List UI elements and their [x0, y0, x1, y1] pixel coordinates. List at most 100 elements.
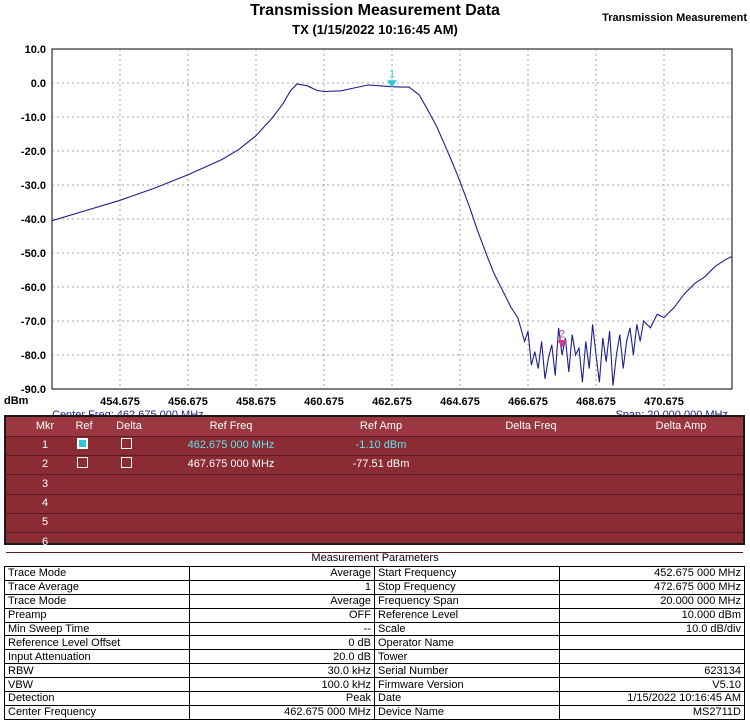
marker-cell-ref_freq: Ref Freq: [209, 420, 253, 432]
parameter-label: VBW: [4, 677, 190, 693]
parameter-value: 1: [189, 579, 375, 595]
parameter-row: Reference Level Offset 0 dB Operator Name: [4, 635, 745, 651]
marker-1-triangle: [387, 80, 397, 88]
marker-row[interactable]: 2 467.675 000 MHz -77.51 dBm: [6, 455, 743, 476]
parameter-label: Serial Number: [374, 663, 560, 679]
marker-cell-ref_freq: 467.675 000 MHz: [187, 458, 275, 471]
parameter-label: Frequency Span: [374, 593, 560, 609]
parameter-label: Trace Mode: [4, 566, 190, 581]
marker-row[interactable]: 4: [6, 494, 743, 514]
y-tick-label: -40.0: [21, 214, 46, 226]
parameter-label: Reference Level: [374, 607, 560, 623]
parameter-label: Scale: [374, 621, 560, 637]
parameter-value: Average: [189, 593, 375, 609]
parameter-value: 452.675 000 MHz: [559, 566, 745, 581]
y-tick-label: -50.0: [21, 248, 46, 260]
parameter-label: Stop Frequency: [374, 579, 560, 595]
marker-row[interactable]: 3: [6, 475, 743, 495]
parameter-value: [559, 635, 745, 651]
parameter-value: OFF: [189, 607, 375, 623]
parameter-label: Start Frequency: [374, 566, 560, 581]
parameter-value: 10.0 dB/div: [559, 621, 745, 637]
ref-checkbox[interactable]: [77, 438, 88, 449]
parameter-label: Min Sweep Time: [4, 621, 190, 637]
parameter-value: --: [189, 621, 375, 637]
chart-subtitle: TX (1/15/2022 10:16:45 AM): [292, 22, 458, 37]
marker-table-header: Mkr Ref Delta Ref Freq Ref Amp Delta Freq Delt…: [6, 417, 743, 437]
parameter-row: VBW 100.0 kHz Firmware Version V5.10: [4, 677, 745, 693]
marker-cell-delta_amp: Delta Amp: [655, 420, 707, 432]
parameter-value: Peak: [189, 691, 375, 706]
y-tick-label: -60.0: [21, 282, 46, 294]
y-axis-label: dBm: [4, 395, 29, 407]
marker-cell-ref_amp: -1.10 dBm: [355, 439, 407, 451]
parameter-row: Trace Average 1 Stop Frequency 472.675 000 …: [4, 579, 745, 595]
parameter-value: 30.0 kHz: [189, 663, 375, 679]
marker-1-label: 1: [389, 69, 395, 81]
marker-row[interactable]: 5: [6, 513, 743, 534]
parameter-value: 1/15/2022 10:16:45 AM: [559, 691, 745, 706]
x-tick-label: 456.675: [168, 396, 208, 408]
ref-checkbox[interactable]: [77, 457, 88, 469]
parameter-row: Trace Mode Average Start Frequency 452.675 …: [4, 566, 745, 581]
delta-checkbox[interactable]: [121, 438, 132, 449]
parameter-label: Tower: [374, 649, 560, 665]
x-tick-label: 458.675: [236, 396, 276, 408]
y-tick-label: 0.0: [31, 78, 46, 90]
trace-line: [51, 83, 733, 386]
parameter-label: Device Name: [374, 704, 560, 720]
marker-cell-delta: Delta: [116, 420, 142, 432]
marker-cell-mkr: Mkr: [35, 420, 55, 432]
parameter-value: 10.000 dBm: [559, 607, 745, 623]
parameter-row: Input Attenuation 20.0 dB Tower: [4, 649, 745, 665]
marker-row[interactable]: 6: [6, 533, 743, 553]
marker-cell-mkr: 4: [41, 496, 49, 509]
center-freq-label: Center Freq: 462.675 000 MHz: [52, 409, 204, 415]
marker-table: Mkr Ref Delta Ref Freq Ref Amp Delta Freq Delt…: [4, 415, 745, 553]
parameter-value: 472.675 000 MHz: [559, 579, 745, 595]
parameter-row: Detection Peak Date 1/15/2022 10:16:45 AM: [4, 691, 745, 706]
parameter-label: Trace Average: [4, 579, 190, 595]
parameter-label: Center Frequency: [4, 704, 190, 720]
spectrum-chart: 10.0 0.0 -10.0 -20.0 -30.0 -40.0 -50.0 -60.0 -70…: [4, 44, 733, 415]
span-label: Span: 20.000 000 MHz: [615, 409, 728, 415]
marker-cell-ref_amp: Ref Amp: [359, 420, 403, 432]
parameter-value: 0 dB: [189, 635, 375, 651]
x-tick-label: 468.675: [576, 396, 616, 408]
marker-cell-mkr: 5: [41, 516, 49, 529]
marker-cell-ref: Ref: [75, 420, 93, 432]
marker-cell-mkr: 2: [41, 458, 49, 471]
y-tick-label: -90.0: [21, 384, 46, 396]
measurement-parameters-title: Measurement Parameters: [311, 552, 439, 564]
parameter-label: Detection: [4, 691, 190, 706]
parameter-value: 100.0 kHz: [189, 677, 375, 693]
x-tick-label: 464.675: [440, 396, 480, 408]
parameter-label: Date: [374, 691, 560, 706]
parameter-label: Firmware Version: [374, 677, 560, 693]
y-tick-label: -30.0: [21, 180, 46, 192]
parameter-label: Input Attenuation: [4, 649, 190, 665]
marker-row[interactable]: 1 462.675 000 MHz -1.10 dBm: [6, 436, 743, 456]
x-tick-label: 462.675: [372, 396, 412, 408]
marker-cell-mkr: 1: [41, 439, 49, 451]
parameter-row: Min Sweep Time -- Scale 10.0 dB/div: [4, 621, 745, 637]
parameter-value: Average: [189, 566, 375, 581]
x-tick-label: 454.675: [100, 396, 140, 408]
parameter-row: Center Frequency 462.675 000 MHz Device Na…: [4, 704, 745, 720]
marker-cell-mkr: 6: [41, 535, 49, 548]
y-tick-label: -20.0: [21, 146, 46, 158]
x-tick-label: 466.675: [508, 396, 548, 408]
corner-label: Transmission Measurement: [602, 12, 747, 24]
parameter-value: 462.675 000 MHz: [189, 704, 375, 720]
marker-cell-ref_amp: -77.51 dBm: [352, 458, 410, 471]
marker-cell-ref_freq: 462.675 000 MHz: [187, 439, 275, 451]
parameter-value: 20.0 dB: [189, 649, 375, 665]
parameter-value: 20.000 000 MHz: [559, 593, 745, 609]
y-tick-label: 10.0: [25, 44, 46, 56]
measurement-parameters-table: Trace Mode Average Start Frequency 452.675 …: [4, 566, 745, 720]
parameter-label: Preamp: [4, 607, 190, 623]
delta-checkbox[interactable]: [121, 457, 132, 469]
marker-cell-delta_freq: Delta Freq: [505, 420, 557, 432]
y-tick-label: -80.0: [21, 350, 46, 362]
x-tick-label: 460.675: [304, 396, 344, 408]
